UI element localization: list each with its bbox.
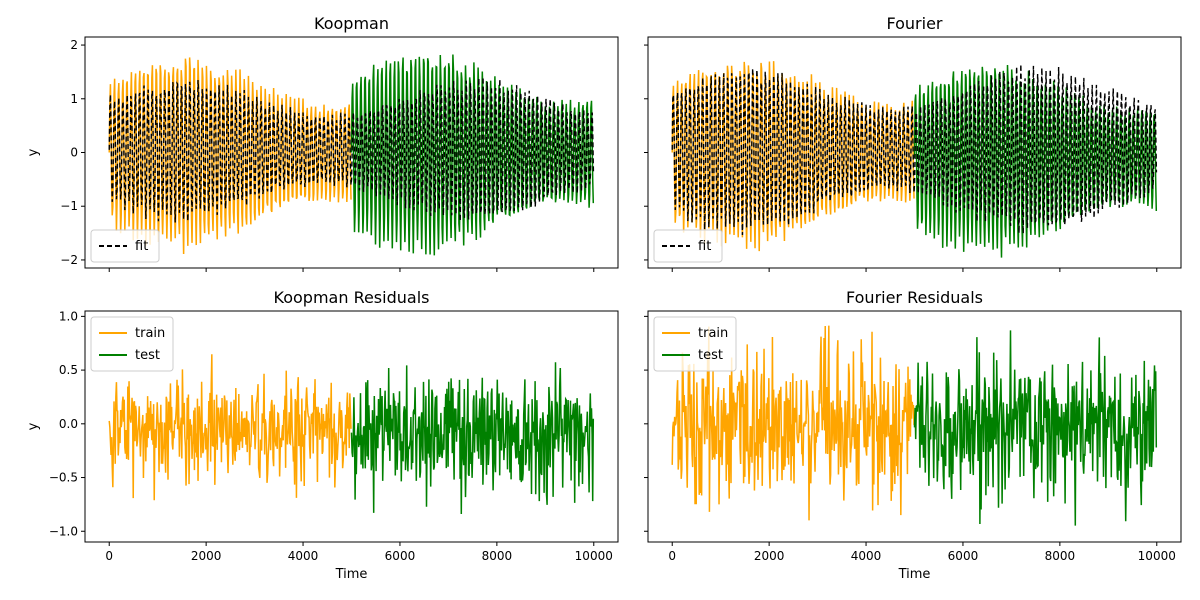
legend: train test (91, 317, 173, 371)
plot-area (109, 354, 593, 514)
panel-4: Fourier Residuals 0 2000 4000 6000 8000 10000 T… (644, 288, 1181, 582)
legend-label-fit: fit (135, 239, 148, 254)
legend-label-test: test (698, 348, 723, 363)
panel-title: Fourier (886, 14, 942, 33)
x-tick-label: 0 (668, 549, 676, 563)
legend: fit (654, 230, 722, 262)
x-tick-label: 2000 (754, 549, 785, 563)
x-tick-label: 4000 (851, 549, 882, 563)
panel-1: Koopman −2 −1 0 1 2 y fit (26, 14, 618, 272)
panel-title: Koopman Residuals (274, 288, 430, 307)
plot-area (672, 326, 1156, 526)
legend: fit (91, 230, 159, 262)
x-tick-label: 0 (105, 549, 113, 563)
panel-title: Koopman (314, 14, 389, 33)
panel-title: Fourier Residuals (846, 288, 983, 307)
x-tick-label: 6000 (948, 549, 979, 563)
series-line-train (109, 354, 351, 500)
legend: train test (654, 317, 736, 371)
series-line-test (352, 362, 594, 514)
legend-label-fit: fit (698, 239, 711, 254)
legend-label-train: train (698, 326, 728, 341)
y-tick-label: 0 (70, 146, 78, 160)
x-tick-label: 2000 (191, 549, 222, 563)
x-tick-label: 8000 (482, 549, 513, 563)
legend-label-test: test (135, 348, 160, 363)
y-axis-label: y (26, 422, 41, 430)
y-tick-label: 0.0 (59, 417, 78, 431)
y-tick-label: 0.5 (59, 363, 78, 377)
x-axis-label: Time (335, 567, 368, 582)
x-tick-label: 4000 (288, 549, 319, 563)
series-line-test (915, 330, 1157, 525)
y-tick-label: 1 (70, 92, 78, 106)
y-tick-label: 2 (70, 38, 78, 52)
legend-label-train: train (135, 326, 165, 341)
x-tick-label: 6000 (385, 549, 416, 563)
y-tick-label: −1.0 (49, 524, 78, 538)
x-axis-label: Time (898, 567, 931, 582)
y-tick-label: −0.5 (49, 471, 78, 485)
x-tick-label: 10000 (575, 549, 613, 563)
y-tick-label: −2 (60, 253, 78, 267)
plot-area (109, 55, 593, 256)
y-tick-label: −1 (60, 199, 78, 213)
x-tick-label: 10000 (1138, 549, 1176, 563)
plot-area (672, 61, 1156, 257)
panel-3: Koopman Residuals 0 2000 4000 6000 8000 10000 −… (26, 288, 618, 582)
y-tick-label: 1.0 (59, 309, 78, 323)
y-axis-label: y (26, 148, 41, 156)
x-tick-label: 8000 (1045, 549, 1076, 563)
panel-2: Fourier fit (644, 14, 1181, 272)
